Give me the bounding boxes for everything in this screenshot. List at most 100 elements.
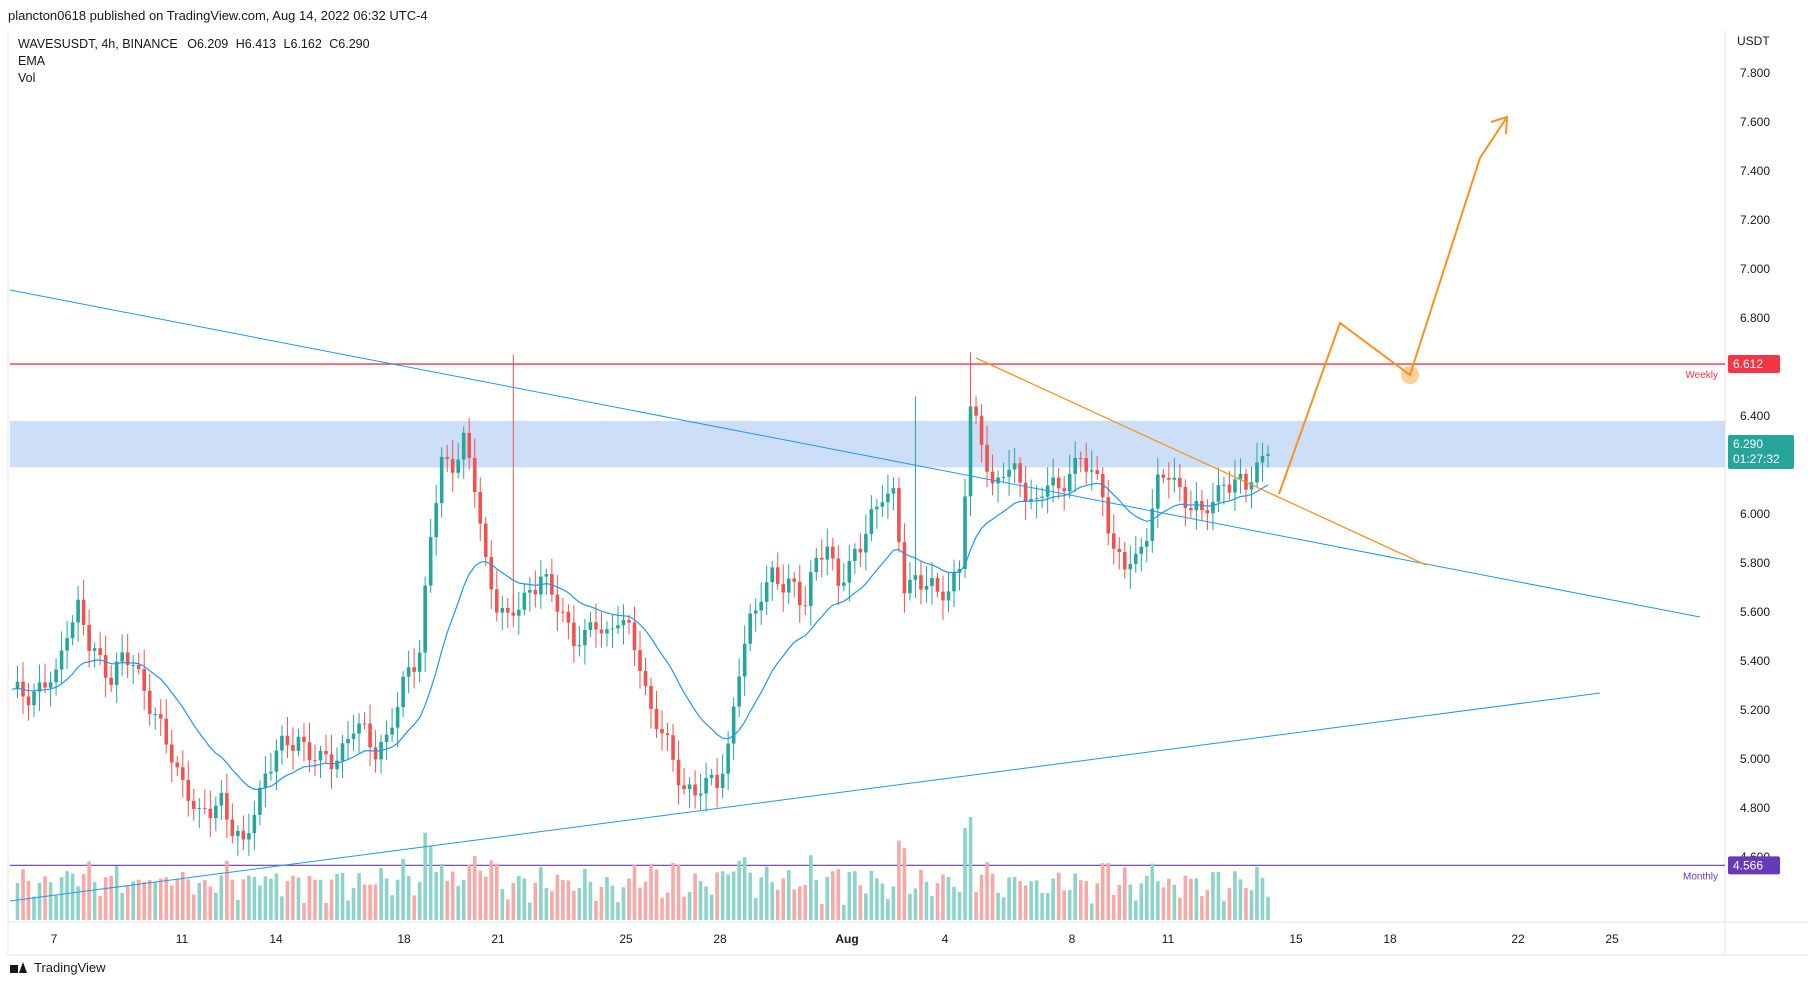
candle-body[interactable] <box>164 718 169 745</box>
legend-ema[interactable]: EMA <box>18 54 46 68</box>
candle-body[interactable] <box>610 628 615 630</box>
candle-body[interactable] <box>731 706 736 744</box>
candle-body[interactable] <box>37 682 42 692</box>
candle-body[interactable] <box>368 723 372 748</box>
candle-body[interactable] <box>147 690 152 715</box>
candle-body[interactable] <box>175 762 180 768</box>
candle-body[interactable] <box>357 723 361 734</box>
candle-body[interactable] <box>1167 477 1171 480</box>
candle-body[interactable] <box>979 415 984 445</box>
candle-body[interactable] <box>1150 508 1155 541</box>
candle-body[interactable] <box>313 760 317 762</box>
candle-body[interactable] <box>103 655 108 678</box>
candle-body[interactable] <box>76 599 80 623</box>
candle-body[interactable] <box>946 591 951 601</box>
candle-body[interactable] <box>247 833 251 840</box>
projection-marker[interactable] <box>1401 366 1419 384</box>
candle-body[interactable] <box>649 685 653 709</box>
candle-body[interactable] <box>1216 485 1221 502</box>
supply-zone[interactable] <box>10 420 1725 468</box>
candle-body[interactable] <box>1255 462 1259 483</box>
candle-body[interactable] <box>693 784 697 796</box>
candle-body[interactable] <box>362 723 367 725</box>
candle-body[interactable] <box>142 668 147 691</box>
candle-body[interactable] <box>577 645 582 647</box>
candle-body[interactable] <box>423 585 427 653</box>
candle-body[interactable] <box>913 575 918 580</box>
descending-trendline[interactable] <box>9 289 1701 618</box>
candle-body[interactable] <box>1023 482 1028 502</box>
candle-body[interactable] <box>759 601 763 611</box>
candle-body[interactable] <box>726 743 730 774</box>
candle-body[interactable] <box>819 557 824 560</box>
candle-body[interactable] <box>952 572 956 592</box>
candle-body[interactable] <box>1161 474 1166 478</box>
candle-body[interactable] <box>1139 546 1144 554</box>
candle-body[interactable] <box>307 742 312 761</box>
candle-body[interactable] <box>770 567 775 583</box>
candle-body[interactable] <box>687 784 692 790</box>
candle-body[interactable] <box>186 779 191 801</box>
candle-body[interactable] <box>48 682 53 688</box>
candle-body[interactable] <box>219 793 224 806</box>
candle-body[interactable] <box>445 456 449 459</box>
candle-body[interactable] <box>704 777 708 794</box>
candle-body[interactable] <box>158 714 163 719</box>
candle-body[interactable] <box>500 607 505 613</box>
candle-body[interactable] <box>522 592 527 610</box>
candle-body[interactable] <box>698 793 703 796</box>
candle-body[interactable] <box>528 589 532 593</box>
candle-body[interactable] <box>450 458 455 473</box>
candle-body[interactable] <box>214 805 218 819</box>
candle-body[interactable] <box>715 774 719 789</box>
candle-body[interactable] <box>583 629 587 646</box>
candle-body[interactable] <box>555 594 560 612</box>
candle-body[interactable] <box>720 773 725 789</box>
candle-body[interactable] <box>1007 469 1011 477</box>
candle-body[interactable] <box>1194 501 1199 511</box>
candle-body[interactable] <box>1233 479 1237 493</box>
candle-body[interactable] <box>974 406 978 416</box>
candle-body[interactable] <box>241 830 246 840</box>
candle-body[interactable] <box>825 546 830 560</box>
candle-body[interactable] <box>390 727 394 735</box>
candle-body[interactable] <box>858 548 863 553</box>
candle-body[interactable] <box>676 759 681 786</box>
candle-body[interactable] <box>1222 484 1226 486</box>
candle-body[interactable] <box>1029 498 1033 502</box>
candle-body[interactable] <box>1266 454 1270 456</box>
candle-body[interactable] <box>318 750 323 761</box>
candle-body[interactable] <box>417 652 422 672</box>
candle-body[interactable] <box>230 819 235 837</box>
candle-body[interactable] <box>671 735 675 760</box>
candle-body[interactable] <box>908 579 912 594</box>
candle-body[interactable] <box>1205 510 1210 514</box>
legend-symbol[interactable]: WAVESUSDT, 4h, BINANCE <box>18 37 178 51</box>
candle-body[interactable] <box>478 491 483 524</box>
candle-body[interactable] <box>985 444 989 472</box>
candle-body[interactable] <box>660 729 664 734</box>
candle-body[interactable] <box>941 591 945 601</box>
candle-body[interactable] <box>225 793 229 820</box>
candle-body[interactable] <box>26 696 31 706</box>
candle-body[interactable] <box>208 808 213 819</box>
candle-body[interactable] <box>1095 470 1100 475</box>
candle-body[interactable] <box>406 667 411 677</box>
candle-body[interactable] <box>335 760 339 770</box>
candle-body[interactable] <box>1128 563 1133 570</box>
candle-body[interactable] <box>109 677 113 685</box>
candle-body[interactable] <box>169 744 174 763</box>
candle-body[interactable] <box>605 629 609 634</box>
candle-body[interactable] <box>1178 477 1182 487</box>
candle-body[interactable] <box>461 432 466 460</box>
ema-line[interactable] <box>11 482 1269 791</box>
candle-body[interactable] <box>180 767 185 780</box>
candle-body[interactable] <box>456 459 461 473</box>
candle-body[interactable] <box>98 648 102 656</box>
candle-body[interactable] <box>346 738 350 744</box>
candle-body[interactable] <box>544 574 549 577</box>
candle-body[interactable] <box>1145 540 1149 547</box>
candle-body[interactable] <box>1001 476 1006 478</box>
candle-body[interactable] <box>70 622 75 639</box>
